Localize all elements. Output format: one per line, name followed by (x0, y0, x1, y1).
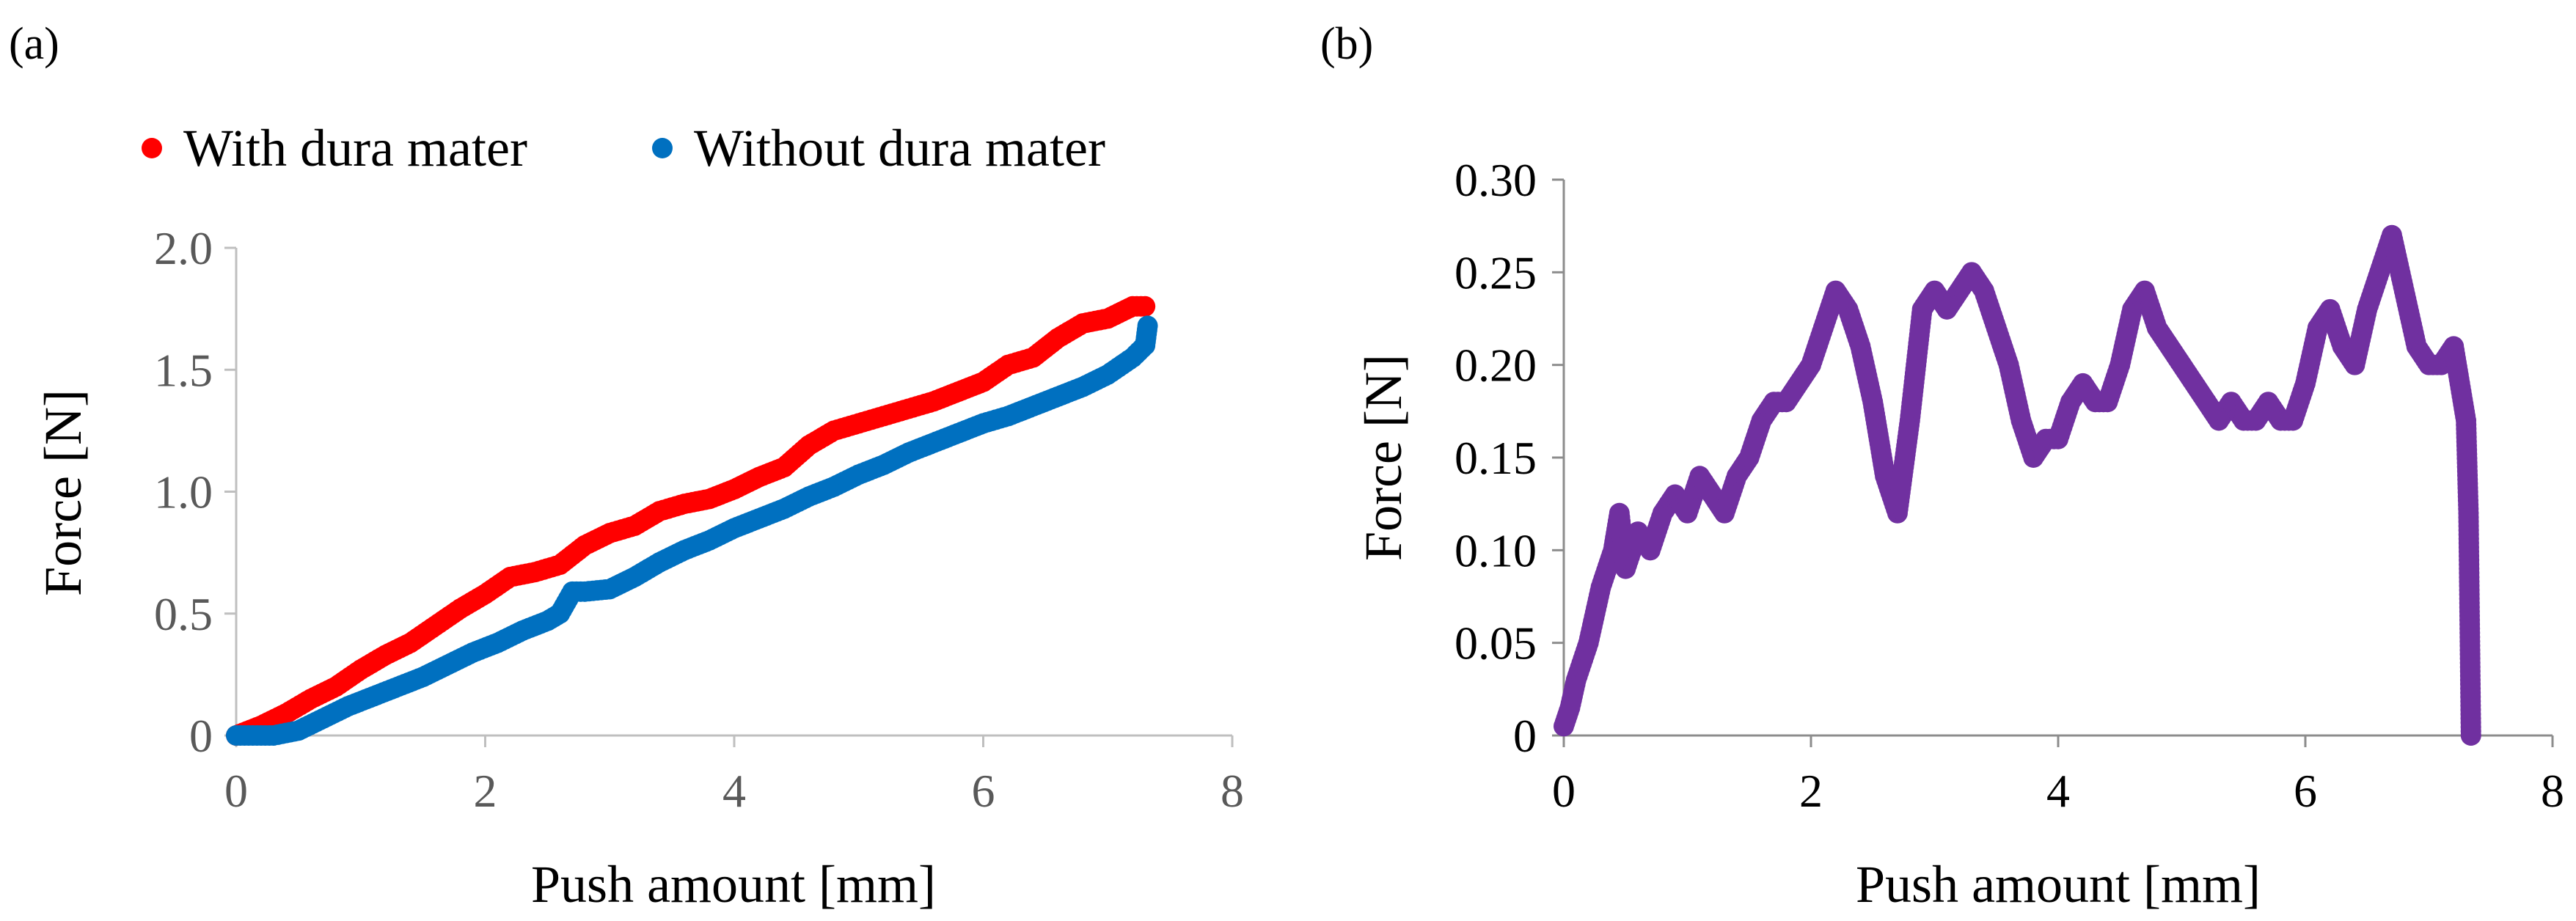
y-tick-label-b-5: 0.25 (1455, 246, 1537, 298)
x-tick-label-a-3: 6 (972, 765, 995, 817)
series-b-0 (1554, 224, 2481, 746)
y-tick-label-b-4: 0.20 (1455, 340, 1537, 392)
chart-a: (a) With dura mater Without dura mater 0… (9, 19, 1244, 914)
x-tick-labels-a: 0 2 4 6 8 (224, 765, 1244, 817)
x-axis-title-a: Push amount [mm] (531, 855, 936, 914)
x-tick-label-b-0: 0 (1552, 765, 1576, 817)
y-tick-labels-a: 0 0.5 1.0 1.5 2.0 (154, 222, 213, 762)
y-tick-label-a-3: 1.5 (154, 344, 213, 396)
x-tick-labels-b: 0 2 4 6 8 (1552, 765, 2564, 817)
data-point-a-1-259 (1137, 315, 1158, 337)
legend-label-without-dura: Without dura mater (694, 119, 1105, 177)
x-tick-label-b-3: 6 (2294, 765, 2317, 817)
y-ticks-b (1552, 178, 1564, 737)
y-tick-labels-b: 0 0.05 0.10 0.15 0.20 0.25 0.30 (1455, 154, 1537, 762)
y-axis-title-a: Force [N] (34, 389, 92, 596)
data-point-b-0-695 (2460, 725, 2481, 746)
y-tick-label-a-4: 2.0 (154, 222, 213, 274)
y-tick-label-a-0: 0 (189, 710, 213, 762)
legend-a: With dura mater Without dura mater (142, 119, 1105, 177)
x-tick-label-b-1: 2 (1799, 765, 1823, 817)
legend-marker-without-dura (652, 138, 673, 158)
chart-b: (b) 0 0.05 0.10 0.15 0.20 0.25 0.30 0 2 … (1320, 19, 2564, 914)
x-tick-label-b-2: 4 (2046, 765, 2070, 817)
x-tick-label-a-0: 0 (224, 765, 248, 817)
x-tick-label-a-2: 4 (722, 765, 746, 817)
x-axis-title-b: Push amount [mm] (1856, 855, 2261, 914)
y-tick-label-b-3: 0.15 (1455, 432, 1537, 484)
x-tick-label-a-4: 8 (1221, 765, 1244, 817)
x-ticks-a (235, 735, 1234, 747)
plot-area-b (1554, 224, 2481, 746)
y-tick-label-b-1: 0.05 (1455, 617, 1537, 669)
y-ticks-a (224, 246, 236, 737)
y-axis-title-b: Force [N] (1354, 354, 1413, 561)
data-point-a-0-247 (1135, 296, 1156, 317)
y-tick-label-b-2: 0.10 (1455, 524, 1537, 576)
x-tick-label-b-4: 8 (2541, 765, 2564, 817)
legend-marker-with-dura (142, 138, 162, 158)
y-tick-label-b-0: 0 (1513, 710, 1537, 762)
y-tick-label-b-6: 0.30 (1455, 154, 1537, 206)
legend-label-with-dura: With dura mater (183, 119, 527, 177)
panel-label-b: (b) (1320, 19, 1373, 69)
panel-label-a: (a) (9, 19, 59, 69)
y-tick-label-a-1: 0.5 (154, 588, 213, 640)
x-tick-label-a-1: 2 (474, 765, 497, 817)
y-tick-label-a-2: 1.0 (154, 466, 213, 518)
series-a-0 (226, 296, 1156, 746)
series-a-1 (226, 315, 1158, 746)
plot-area-a (226, 296, 1158, 746)
x-ticks-b (1562, 735, 2554, 747)
